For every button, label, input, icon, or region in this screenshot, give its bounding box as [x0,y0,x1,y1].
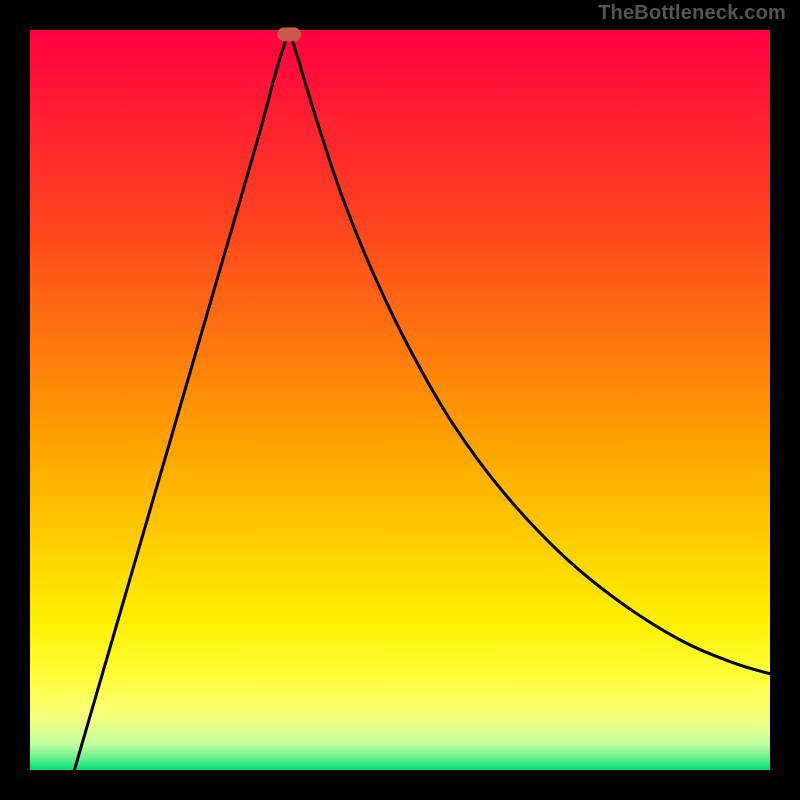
bottleneck-curve [74,34,770,770]
curve-layer [30,30,770,770]
chart-frame: TheBottleneck.com [0,0,800,800]
plot-area [30,30,770,770]
watermark-text: TheBottleneck.com [598,2,786,25]
minimum-marker [277,28,301,41]
